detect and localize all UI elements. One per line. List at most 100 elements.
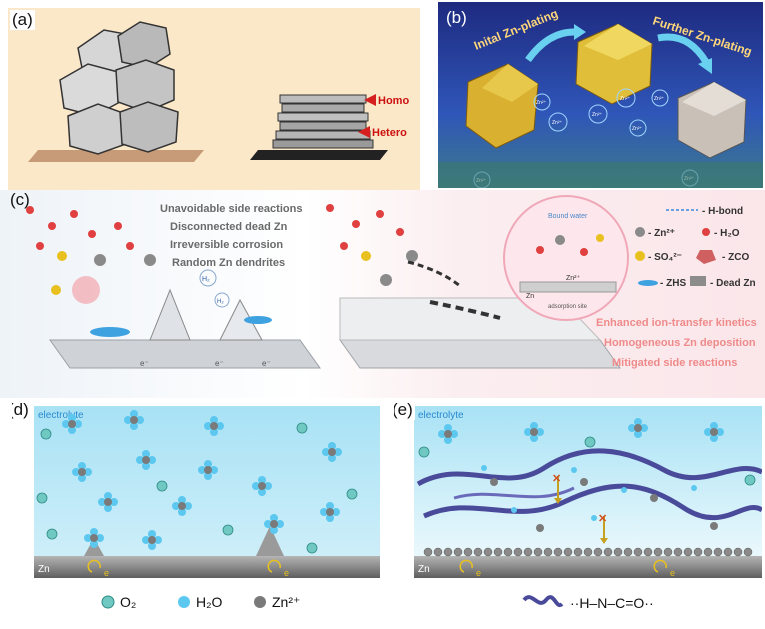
- legend-so4-icon: [635, 251, 645, 261]
- electron-label-d-2: e: [284, 568, 289, 578]
- electrolyte-label-e: electrolyte: [418, 410, 464, 421]
- legend-h2o: - H₂O: [714, 228, 740, 239]
- h2o-legend-label: H₂O: [196, 594, 223, 610]
- polymer-legend-icon: [522, 595, 564, 608]
- panel-label-d: (d): [12, 400, 31, 420]
- o2-legend-icon: [101, 595, 115, 609]
- right-text-2: Homogeneous Zn deposition: [604, 337, 756, 349]
- left-zn-substrate: [49, 339, 321, 369]
- h2-label-1: H₂: [202, 276, 210, 283]
- step2-arrow: [657, 33, 710, 64]
- panel-label-c: (c): [10, 190, 30, 209]
- ion-label-4: Zn²⁺: [536, 100, 547, 106]
- ion-label-6: Zn²⁺: [632, 126, 643, 132]
- dendrite-1: [149, 288, 191, 341]
- polymer-chain-1: [416, 448, 762, 487]
- block-mark-2: ✕: [598, 513, 607, 525]
- plated-zn-crystal: [575, 23, 653, 105]
- homo-base-plate: [28, 150, 204, 162]
- polymer-chain-2: [422, 483, 762, 521]
- zn-label-e: Zn: [418, 564, 430, 575]
- h2o-legend-icon: [178, 596, 190, 608]
- hetero-base-plate: [250, 150, 388, 160]
- inset-structure: [519, 234, 617, 293]
- panel-label-a: (a): [10, 10, 35, 30]
- polymer-formula: ··H–N–C=O··: [570, 595, 654, 611]
- ion-path-arrow-2: [429, 300, 501, 320]
- ion-label-2: Zn²⁺: [592, 112, 603, 118]
- legend-zn2-icon: [635, 227, 645, 237]
- panel-e-figure: electrolyte Zn: [414, 406, 762, 578]
- right-zn-substrate: [339, 339, 621, 369]
- h2-label-2: H₂: [217, 299, 224, 305]
- left-text-2: Disconnected dead Zn: [170, 221, 288, 233]
- electrolyte-region-e: [414, 406, 762, 556]
- ion-label-3: Zn²⁺: [620, 96, 631, 102]
- hydrated-zn-ions-d: [62, 410, 342, 550]
- panel-d-figure: electrolyte Zn e: [34, 406, 380, 578]
- left-text-1: Unavoidable side reactions: [160, 203, 302, 215]
- ion-label-5: Zn²⁺: [654, 96, 665, 102]
- electron-flow-arrow-d-1: [87, 559, 101, 573]
- final-zn-crystal: [677, 81, 747, 159]
- legend-deadzn: - Dead Zn: [710, 278, 756, 289]
- right-text-1: Enhanced ion-transfer kinetics: [596, 317, 757, 329]
- polymer-chain-3: [453, 486, 575, 500]
- o2-molecules-e: [418, 436, 756, 486]
- adsorption-site-label: adsorption site: [548, 304, 588, 310]
- dendrite-d-2: [256, 526, 284, 556]
- legend-deadzn-icon: [690, 276, 706, 286]
- zn-substrate-e: [414, 556, 762, 578]
- legend-zco: - ZCO: [722, 252, 749, 263]
- electron-flow-arrow-e-1: [459, 559, 473, 573]
- inset-zn2-label: Zn²⁺: [566, 275, 581, 282]
- legend-so4: - SO₄²⁻: [648, 252, 682, 263]
- uniform-zn-layer: [423, 547, 753, 557]
- hetero-arrow: [358, 126, 370, 138]
- homo-label: Homo: [378, 95, 409, 107]
- electron-label-e-1: e: [476, 568, 481, 578]
- panel-b-figure: Inital Zn-plating Further Zn-plating Zn²…: [438, 6, 763, 188]
- hetero-label: Hetero: [372, 127, 407, 139]
- panel-c: Unavoidable side reactions Disconnected …: [0, 190, 765, 398]
- legend-hbond: - H-bond: [702, 206, 743, 217]
- panel-d: (d) electrolyte Zn: [12, 398, 380, 582]
- panel-a: Homo Hetero (a): [8, 8, 420, 190]
- o2-legend-label: O₂: [120, 594, 136, 610]
- electron-label-e-2: e: [670, 568, 675, 578]
- bottom-legend: O₂ H₂O Zn²⁺ ··H–N–C=O··: [0, 586, 765, 626]
- zn-label-d: Zn: [38, 564, 50, 575]
- electrolyte-label-d: electrolyte: [38, 410, 84, 421]
- left-electron-2: e⁻: [215, 359, 224, 368]
- zhs-flake-1: [90, 327, 130, 337]
- legend-zhs-icon: [638, 280, 658, 286]
- panel-c-figure: Unavoidable side reactions Disconnected …: [26, 195, 757, 369]
- bound-water-label: Bound water: [548, 213, 588, 220]
- hexagon-crystal-stack: [59, 21, 179, 155]
- right-text-3: Mitigated side reactions: [612, 357, 737, 369]
- zn-substrate-texture: [438, 162, 763, 188]
- zhs-flake-2: [244, 316, 272, 324]
- panel-label-e: (e): [394, 400, 415, 420]
- left-text-4: Random Zn dendrites: [172, 257, 285, 269]
- initial-zn-crystal: [465, 63, 539, 149]
- legend-h2o-icon: [702, 228, 710, 236]
- zn2-legend-label: Zn²⁺: [272, 594, 300, 610]
- h2-bubble-2: [214, 292, 230, 308]
- homo-arrow: [364, 94, 376, 106]
- electron-label-d-1: e: [104, 568, 109, 578]
- hydrated-zn-ions-e: [438, 418, 724, 444]
- free-zn-ions-e: [490, 478, 718, 532]
- legend-zhs: - ZHS: [660, 278, 686, 289]
- o2-molecules-d: [36, 422, 358, 554]
- left-text-3: Irreversible corrosion: [170, 239, 283, 251]
- panel-a-figure: Homo Hetero: [28, 21, 409, 162]
- panel-label-b: (b): [446, 8, 467, 27]
- zn-substrate-d: [34, 556, 380, 578]
- block-mark-1: ✕: [552, 473, 561, 485]
- panel-b: Inital Zn-plating Further Zn-plating Zn²…: [438, 2, 763, 188]
- left-water-cluster: [26, 206, 156, 304]
- legend-zn2: - Zn²⁺: [648, 228, 675, 239]
- free-water-e: [481, 465, 697, 521]
- step1-arrow: [525, 28, 575, 63]
